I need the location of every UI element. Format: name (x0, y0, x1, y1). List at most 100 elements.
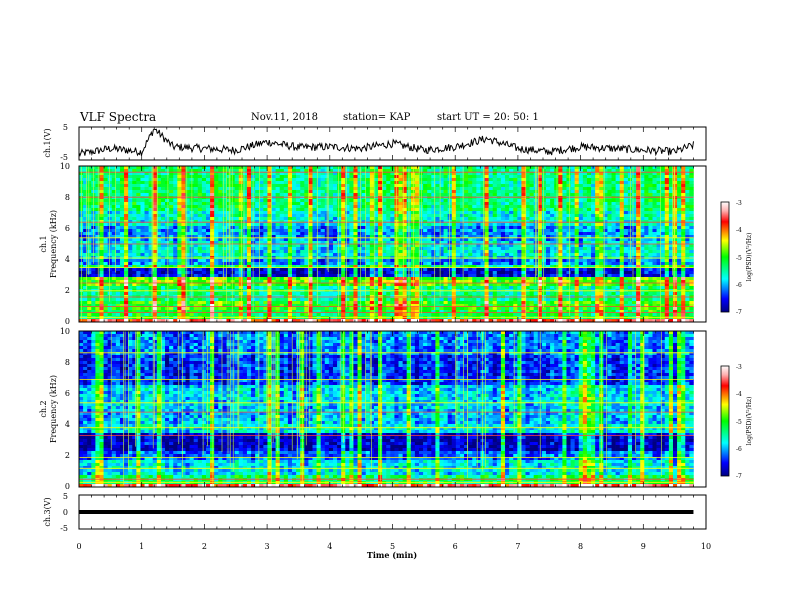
spectrogram-cell (521, 259, 526, 263)
spectrogram-cell (648, 199, 653, 203)
spectrogram-cell (476, 220, 481, 224)
spectrogram-cell (517, 175, 522, 179)
spectrogram-cell (677, 169, 682, 173)
spectrogram-cell (537, 262, 543, 266)
spectrogram-cell (271, 190, 276, 194)
spectrogram-cell (210, 226, 215, 230)
spectrogram-cell (435, 169, 440, 173)
spectrogram-cell (320, 202, 326, 206)
spectrogram-cell (107, 253, 113, 257)
spectrogram-cell (99, 211, 104, 215)
spectrogram-cell (668, 187, 674, 191)
spectrogram-cell (230, 199, 235, 203)
spectrogram-cell (648, 208, 653, 212)
spectrogram-cell (488, 229, 494, 233)
spectrogram-cell (427, 226, 432, 230)
spectrogram-cell (349, 226, 354, 230)
spectrogram-cell (357, 217, 362, 221)
spectrogram-cell (103, 220, 108, 224)
spectrogram-cell (509, 238, 514, 242)
spectrogram-cell (529, 169, 534, 173)
spectrogram-cell (128, 205, 133, 209)
spectrogram-cell (234, 253, 240, 257)
spectrogram-cell (640, 217, 645, 221)
spectrogram-cell (615, 229, 621, 233)
spectrogram-cell (439, 199, 444, 203)
spectrogram-cell (87, 262, 92, 266)
spectrogram-cell (103, 193, 108, 197)
spectrogram-cell (423, 181, 428, 185)
spectrogram-cell (513, 169, 518, 173)
spectrogram-cell (689, 244, 694, 248)
spectrogram-cell (136, 253, 141, 257)
spectrogram-cell (689, 238, 694, 242)
spectrogram-cell (103, 181, 108, 185)
spectrogram-cell (328, 220, 334, 224)
spectrogram-cell (513, 190, 518, 194)
spectrogram-cell (685, 205, 690, 209)
spectrogram-cell (361, 220, 367, 224)
spectrogram-cell (300, 217, 305, 221)
spectrogram-cell (578, 178, 584, 182)
spectrogram-cell (246, 199, 252, 203)
spectrogram-cell (677, 217, 682, 221)
spectrogram-cell (365, 205, 371, 209)
spectrogram-cell (300, 262, 305, 266)
spectrogram-cell (439, 175, 444, 179)
spectrogram-cell (636, 220, 641, 224)
spectrogram-cell (390, 223, 395, 227)
spectrogram-cell (365, 187, 371, 191)
spectrogram-cell (591, 208, 596, 212)
spectrogram-cell (308, 253, 313, 257)
spectrogram-cell (541, 211, 547, 215)
spectrogram-cell (234, 208, 240, 212)
spectrogram-cell (611, 223, 616, 227)
spectrogram-cell (636, 199, 641, 203)
spectrogram-cell (152, 244, 158, 248)
spectrogram-cell (128, 175, 133, 179)
spectrogram-cell (623, 208, 629, 212)
spectrogram-cell (677, 181, 682, 185)
spectrogram-cell (165, 238, 170, 242)
spectrogram-cell (640, 169, 645, 173)
spectrogram-cell (124, 265, 129, 269)
spectrogram-cell (140, 247, 145, 251)
spectrogram-cell (160, 202, 166, 206)
spectrogram-cell (439, 253, 444, 257)
spectrogram-cell (337, 193, 342, 197)
spectrogram-cell (615, 181, 621, 185)
spectrogram-cell (292, 172, 297, 176)
spectrogram-cell (468, 202, 473, 206)
spectrogram-cell (472, 253, 477, 257)
spectrogram-cell (545, 244, 551, 248)
spectrogram-cell (672, 184, 678, 188)
spectrogram-cell (386, 232, 391, 236)
spectrogram-cell (103, 217, 108, 221)
spectrogram-cell (484, 169, 489, 173)
spectrogram-cell (681, 199, 686, 203)
spectrogram-cell (623, 229, 629, 233)
spectrogram-cell (197, 262, 203, 266)
spectrogram-cell (611, 178, 616, 182)
spectrogram-cell (509, 247, 514, 251)
spectrogram-cell (115, 226, 121, 230)
spectrogram-cell (459, 172, 465, 176)
spectrogram-cell (488, 205, 494, 209)
spectrogram-cell (660, 196, 666, 200)
spectrogram-cell (644, 253, 649, 257)
spectrogram-cell (95, 250, 100, 254)
spectrogram-cell (197, 214, 203, 218)
spectrogram-cell (205, 265, 211, 269)
spectrogram-cell (349, 196, 354, 200)
spectrogram-cell (328, 223, 334, 227)
spectrogram-cell (369, 199, 375, 203)
spectrogram-cell (201, 187, 207, 191)
spectrogram-cell (218, 226, 223, 230)
spectrogram-cell (656, 247, 661, 251)
spectrogram-cell (595, 199, 600, 203)
spectrogram-cell (271, 202, 276, 206)
spectrogram-cell (681, 238, 686, 242)
spectrogram-cell (455, 178, 461, 182)
spectrogram-cell (648, 220, 653, 224)
spectrogram-cell (275, 262, 281, 266)
